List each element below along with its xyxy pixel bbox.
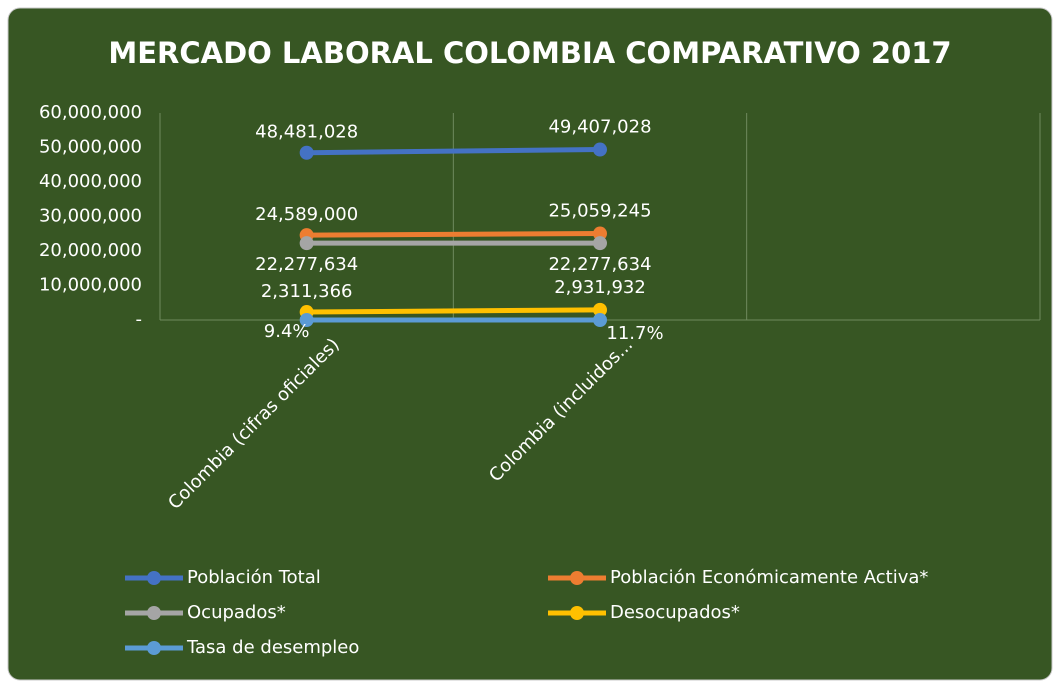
legend-marker xyxy=(147,571,161,585)
data-point xyxy=(593,302,607,317)
series-line xyxy=(304,307,603,315)
data-label: 22,277,634 xyxy=(255,254,358,275)
legend-label: Población Económicamente Activa* xyxy=(610,567,928,588)
y-tick-label: - xyxy=(136,309,143,330)
data-label: 2,311,366 xyxy=(261,281,353,302)
data-point xyxy=(593,142,607,157)
y-tick-label: 10,000,000 xyxy=(39,275,142,296)
data-point xyxy=(299,236,314,251)
chart-background xyxy=(7,7,1053,681)
data-point xyxy=(593,312,607,327)
y-tick-label: 60,000,000 xyxy=(39,102,142,123)
data-label: 48,481,028 xyxy=(255,122,358,143)
data-point xyxy=(299,312,314,327)
legend-marker xyxy=(570,606,584,620)
data-label: 25,059,245 xyxy=(548,201,651,222)
data-label: 11.7% xyxy=(606,323,663,344)
legend-label: Población Total xyxy=(187,567,321,588)
data-point xyxy=(593,236,607,251)
chart-title: MERCADO LABORAL COLOMBIA COMPARATIVO 201… xyxy=(108,36,951,70)
y-tick-label: 50,000,000 xyxy=(39,137,142,158)
y-tick-label: 30,000,000 xyxy=(39,206,142,227)
y-tick-label: 40,000,000 xyxy=(39,171,142,192)
legend-marker xyxy=(570,571,584,585)
data-label: 2,931,932 xyxy=(554,277,646,298)
legend-label: Ocupados* xyxy=(187,602,286,623)
legend-label: Tasa de desempleo xyxy=(186,637,359,658)
legend-label: Desocupados* xyxy=(610,602,740,623)
series-line xyxy=(304,231,603,238)
data-label: 24,589,000 xyxy=(255,204,358,225)
data-label: 22,277,634 xyxy=(548,254,651,275)
data-label: 9.4% xyxy=(264,321,310,342)
legend-marker xyxy=(147,641,161,655)
legend-marker xyxy=(147,606,161,620)
data-label: 49,407,028 xyxy=(548,117,651,138)
data-point xyxy=(299,145,314,160)
series-line xyxy=(304,147,603,156)
data-point xyxy=(593,226,607,241)
y-tick-label: 20,000,000 xyxy=(39,240,142,261)
